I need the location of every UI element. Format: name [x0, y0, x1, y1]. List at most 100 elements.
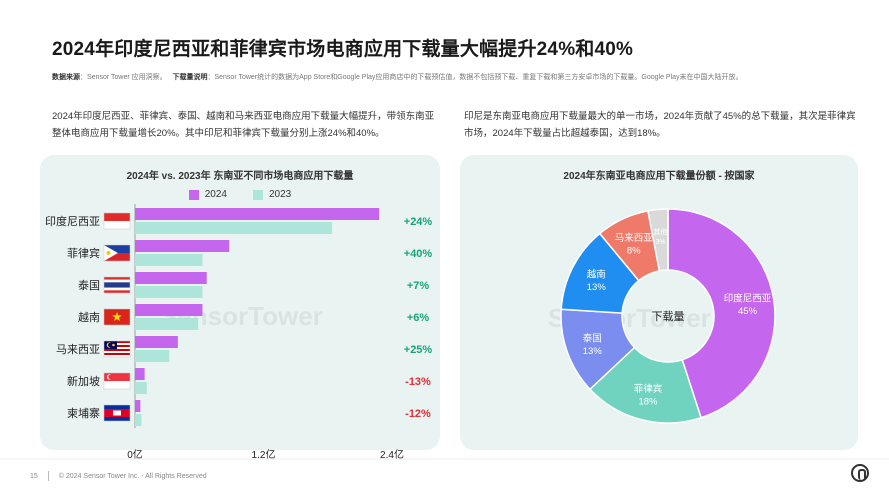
note-label: 下载量说明 — [172, 74, 208, 81]
bar-chart-title: 2024年 vs. 2023年 东南亚不同市场电商应用下载量 — [126, 171, 354, 182]
footer-separator — [47, 471, 49, 481]
slice-label: 越南 — [587, 268, 606, 280]
flag-part — [104, 353, 130, 355]
slice-label: 其他 — [653, 227, 667, 236]
flag-part — [104, 245, 130, 253]
slice-label: 菲律宾 — [634, 383, 663, 395]
copyright-text: © 2024 Sensor Tower Inc. - All Rights Re… — [58, 472, 207, 480]
flag-border — [103, 212, 131, 230]
growth-label: +6% — [407, 312, 430, 324]
flag-part — [104, 221, 130, 229]
x-tick-label: 0亿 — [127, 448, 143, 461]
bar-2024 — [135, 400, 141, 412]
x-tick-label: 2.4亿 — [380, 448, 404, 461]
legend-item-2024: 2024 — [188, 189, 227, 200]
bar-2024 — [135, 240, 230, 252]
growth-label: +7% — [407, 280, 430, 292]
growth-label: +40% — [404, 248, 433, 260]
legend-swatch-2023 — [253, 189, 263, 200]
flag-part — [104, 381, 130, 389]
flag-border — [103, 372, 131, 390]
legend-label-2023: 2023 — [269, 189, 292, 200]
flag-part — [104, 245, 118, 261]
category-label: 越南 — [78, 310, 100, 324]
donut-slice — [588, 346, 703, 424]
flag-part — [104, 351, 130, 353]
slice-value: 13% — [583, 346, 603, 357]
growth-label: -12% — [405, 408, 431, 420]
category-label: 柬埔寨 — [67, 406, 100, 420]
bar-2024 — [135, 304, 203, 316]
vietnam-flag-icon — [103, 308, 131, 326]
x-tick-label: 1.2亿 — [252, 448, 276, 461]
flag-border — [103, 340, 131, 358]
flag-part — [108, 374, 113, 380]
slice-label: 泰国 — [583, 332, 602, 344]
growth-label: +24% — [404, 216, 433, 228]
footer: 15 © 2024 Sensor Tower Inc. - All Rights… — [30, 471, 207, 481]
flag-border — [103, 308, 131, 326]
slice-value: 3% — [655, 239, 665, 246]
legend-swatch-2024 — [188, 189, 199, 200]
flag-part — [113, 410, 121, 416]
flag-part — [104, 290, 130, 293]
growth-label: +25% — [404, 344, 433, 356]
slice-value: 8% — [627, 246, 641, 257]
page-title: 2024年印度尼西亚和菲律宾市场电商应用下载量大幅提升24%和40% — [52, 39, 634, 60]
category-label: 印度尼西亚 — [45, 214, 100, 228]
slice-value: 18% — [638, 396, 658, 407]
bar-2023 — [135, 414, 142, 426]
indonesia-flag-icon — [103, 212, 131, 230]
bar-2023 — [135, 350, 170, 362]
category-label: 新加坡 — [67, 374, 100, 388]
bar-chart-legend: 2024 2023 — [40, 189, 440, 200]
category-label: 泰国 — [78, 278, 100, 292]
pie-chart-panel: 2024年东南亚电商应用下载量份额 - 按国家 SensorTower 印度尼西亚… — [460, 155, 858, 450]
legend-label-2024: 2024 — [204, 189, 227, 200]
flag-border — [103, 404, 131, 422]
legend-item-2023: 2023 — [253, 189, 291, 200]
bar-2024 — [135, 368, 145, 380]
flag-part — [104, 349, 130, 351]
cambodia-flag-icon — [103, 404, 131, 422]
bar-chart-panel: 2024年 vs. 2023年 东南亚不同市场电商应用下载量 2024 2023… — [40, 155, 440, 461]
flag-part — [104, 355, 130, 357]
slice-value: 45% — [738, 306, 758, 317]
intro-paragraph-right: 印尼是东南亚电商应用下载量最大的单一市场，2024年贡献了45%的总下载量，其次… — [464, 111, 856, 139]
page-number: 15 — [30, 472, 38, 480]
thailand-flag-icon — [103, 276, 131, 294]
flag-part — [112, 343, 115, 347]
donut-slice — [647, 208, 669, 272]
flag-part — [106, 251, 111, 255]
source-text: ：Sensor Tower 应用洞察。 — [80, 74, 167, 81]
slice-label: 印度尼西亚 — [724, 292, 772, 304]
sensor-tower-logo-icon — [851, 464, 869, 482]
source-note: 数据来源：Sensor Tower 应用洞察。 下载量说明：Sensor Tow… — [52, 72, 743, 82]
source-label: 数据来源 — [52, 74, 80, 81]
bar-2023 — [135, 318, 199, 330]
category-label: 马来西亚 — [56, 343, 100, 356]
note-text: ：Sensor Tower统计的数据为App Store和Google Play… — [207, 74, 743, 81]
donut-slice — [667, 208, 776, 419]
flag-part — [104, 282, 130, 288]
growth-label: -13% — [405, 376, 431, 388]
slice-label: 马来西亚 — [615, 233, 654, 244]
bar-2023 — [135, 254, 203, 266]
bar-2024 — [135, 336, 178, 348]
intro-paragraph-left: 2024年印度尼西亚、菲律宾、泰国、越南和马来西亚电商应用下载量大幅提升，带领东… — [52, 111, 435, 139]
bar-2024 — [135, 272, 207, 284]
bar-2023 — [135, 222, 333, 234]
bar-2023 — [135, 286, 203, 298]
footer-divider — [0, 458, 889, 460]
philippines-flag-icon — [103, 244, 131, 262]
flag-part — [104, 277, 130, 280]
malaysia-flag-icon — [103, 340, 131, 358]
flag-part — [104, 287, 130, 291]
donut-center-label: 下载量 — [652, 310, 685, 323]
flag-part — [104, 279, 130, 283]
bar-2023 — [135, 382, 147, 394]
flag-part — [108, 342, 113, 348]
slice-value: 13% — [587, 282, 607, 293]
category-label: 菲律宾 — [67, 246, 100, 260]
